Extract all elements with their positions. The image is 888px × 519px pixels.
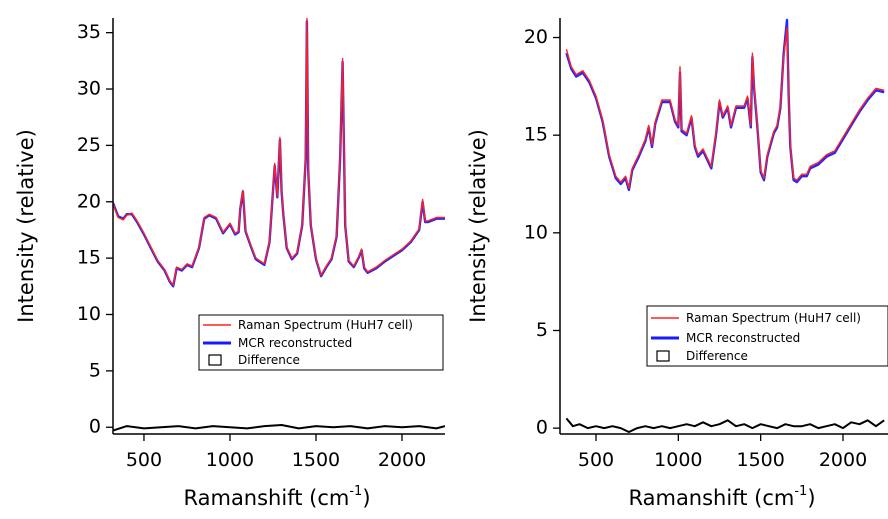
right-x-tick-label: 2000 <box>819 449 867 471</box>
right-series-mcr-reconstructed <box>565 18 885 192</box>
left-legend: Raman Spectrum (HuH7 cell) MCR reconstru… <box>198 314 444 371</box>
left-y-axis-title: Intensity (relative) <box>14 129 38 323</box>
left-x-ticks: 500 1000 1500 2000 <box>126 434 426 471</box>
left-x-axis-title-sup: -1 <box>349 484 362 499</box>
right-legend-label-raman: Raman Spectrum (HuH7 cell) <box>686 311 861 325</box>
left-x-tick-label: 1000 <box>206 449 254 471</box>
right-series-raman-spectrum-huh7-cell <box>565 27 885 189</box>
left-legend-box <box>198 314 444 371</box>
left-legend-label-raman: Raman Spectrum (HuH7 cell) <box>238 318 413 332</box>
left-legend-label-mcr: MCR reconstructed <box>238 336 352 350</box>
left-y-tick-label: 30 <box>77 78 101 100</box>
right-series-group <box>565 18 885 433</box>
left-y-tick-label: 15 <box>77 247 101 269</box>
right-x-axis-title-end: ) <box>807 486 815 510</box>
left-x-tick-label: 500 <box>126 449 162 471</box>
right-legend-label-difference: Difference <box>686 349 748 363</box>
right-legend-box <box>646 305 888 367</box>
right-legend: Raman Spectrum (HuH7 cell) MCR reconstru… <box>646 305 888 367</box>
left-y-ticks: 0 5 10 15 20 25 30 35 <box>77 21 113 438</box>
left-y-tick-label: 5 <box>89 359 101 381</box>
right-x-ticks: 500 1000 1500 2000 <box>578 434 867 471</box>
right-y-tick-label: 5 <box>536 319 548 341</box>
left-plot-clip-area <box>113 18 445 432</box>
right-legend-swatch-difference <box>656 350 670 362</box>
right-y-axis-title: Intensity (relative) <box>466 129 490 323</box>
right-y-tick-label: 15 <box>524 124 548 146</box>
left-series-difference <box>113 424 445 432</box>
left-y-tick-label: 20 <box>77 190 101 212</box>
left-legend-label-difference: Difference <box>238 353 300 367</box>
left-x-axis-title: Ramanshift (cm-1) <box>183 484 370 510</box>
left-y-tick-label: 0 <box>89 416 101 438</box>
left-series-raman-spectrum-huh7-cell <box>113 18 445 286</box>
right-y-tick-label: 20 <box>524 26 548 48</box>
chart-right: 0 5 10 15 20 500 1000 1500 2000 Intensity (rela… <box>466 18 888 510</box>
left-y-tick-label: 25 <box>77 134 101 156</box>
right-x-axis-title: Ramanshift (cm-1) <box>628 484 815 510</box>
left-y-tick-label: 10 <box>77 303 101 325</box>
left-x-tick-label: 2000 <box>378 449 426 471</box>
right-y-tick-label: 0 <box>536 417 548 439</box>
left-x-axis-title-main: Ramanshift (cm <box>183 486 349 510</box>
left-legend-swatch-difference <box>208 354 222 366</box>
right-x-axis-title-sup: -1 <box>794 484 807 499</box>
right-x-tick-label: 500 <box>578 449 614 471</box>
right-x-axis-title-main: Ramanshift (cm <box>628 486 794 510</box>
left-x-axis-title-end: ) <box>362 486 370 510</box>
chart-left: 0 5 10 15 20 25 30 35 500 1000 1500 2000 Intensity… <box>14 18 445 510</box>
right-legend-label-mcr: MCR reconstructed <box>686 331 800 345</box>
right-y-ticks: 0 5 10 15 20 <box>524 26 560 439</box>
right-x-tick-label: 1500 <box>736 449 784 471</box>
left-series-group <box>113 18 445 432</box>
left-x-tick-label: 1500 <box>292 449 340 471</box>
left-y-tick-label: 35 <box>77 21 101 43</box>
right-series-difference <box>565 417 885 433</box>
right-y-tick-label: 10 <box>524 221 548 243</box>
right-x-tick-label: 1000 <box>654 449 702 471</box>
